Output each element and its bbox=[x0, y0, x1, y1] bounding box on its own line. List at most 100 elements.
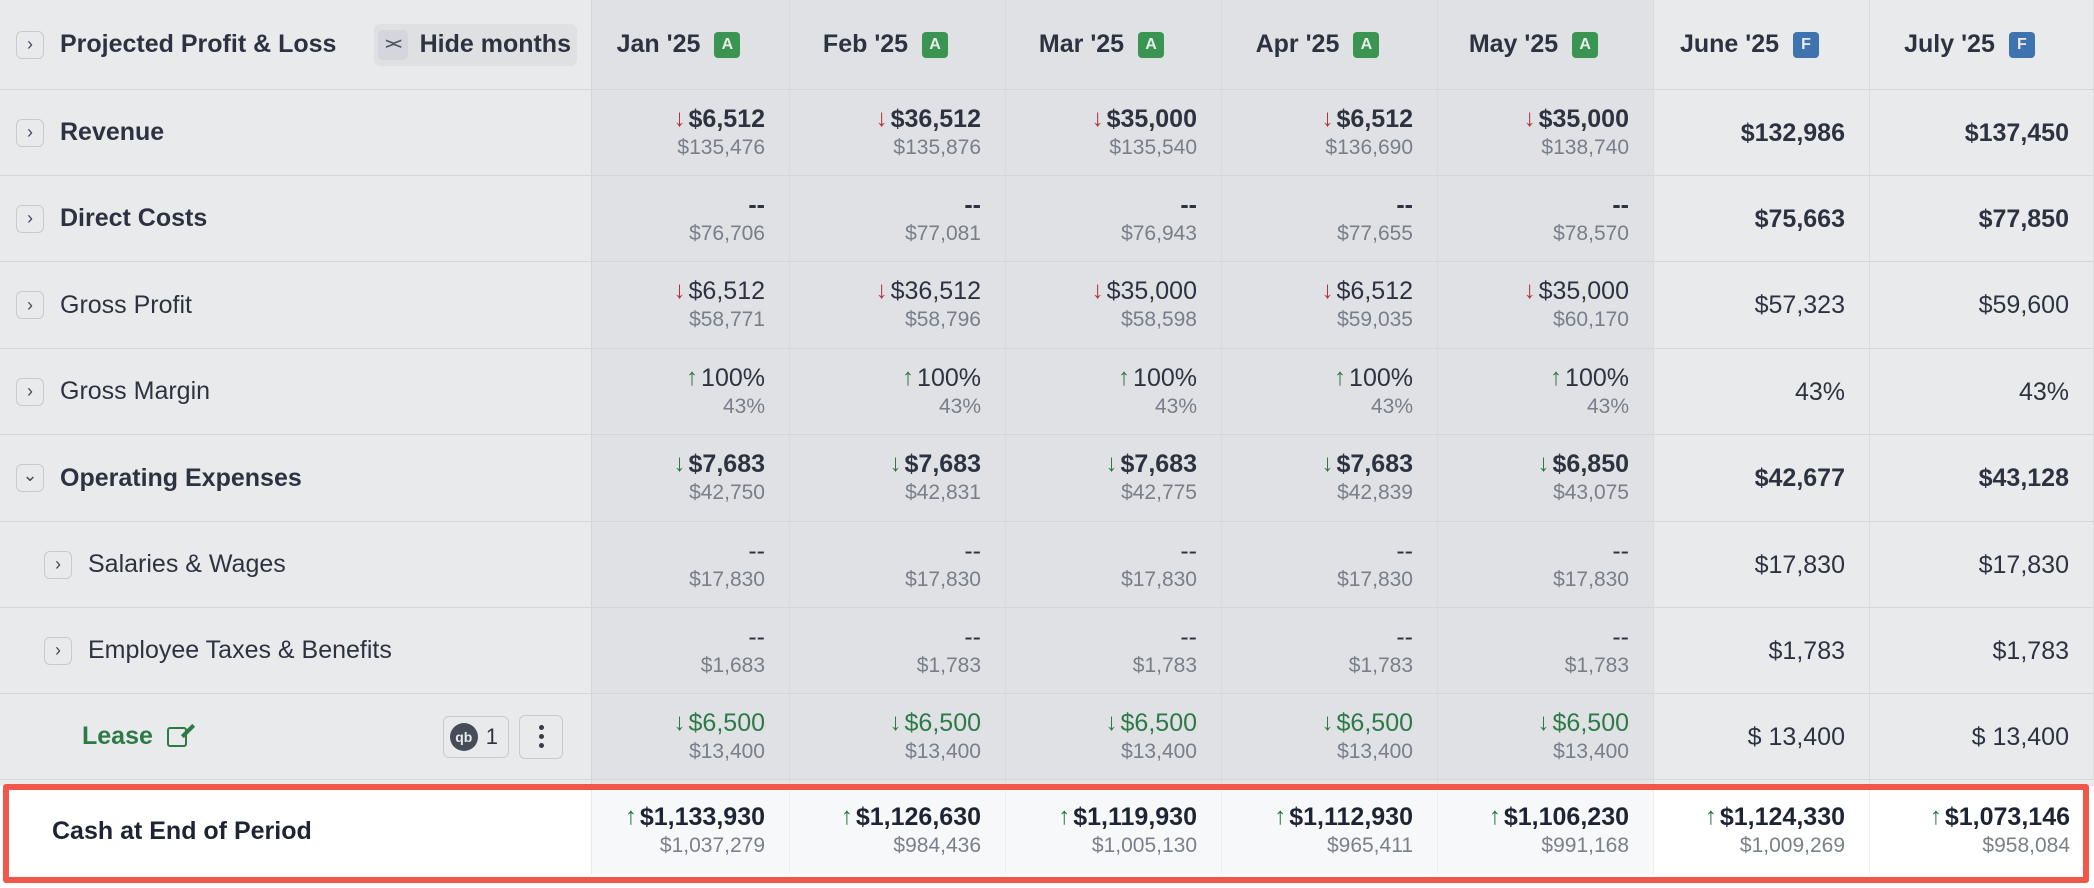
chevron-right-icon[interactable]: › bbox=[16, 377, 44, 406]
row-salaries-wages-label: Salaries & Wages bbox=[88, 550, 286, 578]
primary-value: ↓ $7,683 bbox=[1322, 449, 1413, 479]
secondary-value: $17,830 bbox=[1121, 567, 1197, 591]
row-gross-margin-cell: ↑ 100% 43% bbox=[1222, 349, 1438, 435]
primary-value-text: $137,450 bbox=[1964, 118, 2069, 147]
row-revenue-cell: ↓ $36,512 $135,876 bbox=[790, 90, 1006, 176]
primary-value-text: $ 13,400 bbox=[1747, 722, 1845, 751]
month-header-jan: Jan '25 A bbox=[592, 0, 790, 90]
arrow-down-icon: ↓ bbox=[1105, 450, 1118, 477]
primary-value-text: $6,512 bbox=[1336, 277, 1413, 305]
secondary-value: $58,796 bbox=[905, 308, 981, 331]
row-employee-taxes-benefits-cell: -- $1,783 bbox=[1438, 608, 1654, 694]
primary-value-text: $1,119,930 bbox=[1073, 803, 1197, 831]
row-employee-taxes-benefits-cell: -- $1,783 bbox=[1222, 608, 1438, 694]
primary-value-text: -- bbox=[1396, 190, 1413, 219]
hide-months-button[interactable]: >< Hide months bbox=[373, 23, 577, 66]
primary-value-text: $7,683 bbox=[904, 450, 981, 478]
row-lease-cell: ↓ $6,500 $13,400 bbox=[790, 694, 1006, 780]
chevron-right-icon[interactable]: › bbox=[44, 636, 72, 665]
actual-badge: A bbox=[922, 31, 949, 58]
primary-value: $17,830 bbox=[1755, 550, 1845, 580]
arrow-up-icon: ↑ bbox=[624, 803, 637, 830]
quickbooks-link-button[interactable]: qb 1 bbox=[442, 715, 509, 758]
row-gross-margin-cell: 43% bbox=[1654, 349, 1870, 435]
row-gross-profit-cell: ↓ $6,512 $59,035 bbox=[1222, 262, 1438, 349]
arrow-down-icon: ↓ bbox=[673, 450, 686, 477]
primary-value-text: $17,830 bbox=[1978, 550, 2069, 579]
secondary-value: $1,037,279 bbox=[659, 834, 765, 857]
primary-value: ↑ 100% bbox=[1550, 363, 1629, 393]
primary-value-text: $ 13,400 bbox=[1971, 722, 2069, 751]
chevron-right-icon[interactable]: › bbox=[44, 550, 72, 579]
chevron-right-icon[interactable]: › bbox=[16, 204, 44, 233]
secondary-value: 43% bbox=[938, 394, 981, 418]
primary-value: -- bbox=[1612, 622, 1629, 652]
secondary-value: $1,783 bbox=[1564, 653, 1629, 677]
row-salaries-wages-cell: $17,830 bbox=[1870, 522, 2094, 608]
row-cash-at-end-of-period-cell: ↑ $1,124,330 $1,009,269 bbox=[1654, 780, 1870, 874]
dot-icon bbox=[538, 734, 544, 739]
row-lease-label-cell: Lease qb 1 bbox=[0, 694, 592, 780]
primary-value-text: $7,683 bbox=[1336, 450, 1413, 478]
arrow-down-icon: ↓ bbox=[1321, 104, 1334, 132]
row-gross-profit-cell: ↓ $36,512 $58,796 bbox=[790, 262, 1006, 349]
row-gross-margin-label-cell: › Gross Margin bbox=[0, 349, 592, 435]
primary-value: ↓ $35,000 bbox=[1092, 276, 1197, 306]
more-options-button[interactable] bbox=[519, 714, 563, 759]
row-salaries-wages-cell: -- $17,830 bbox=[592, 522, 790, 608]
secondary-value: $991,168 bbox=[1541, 834, 1629, 857]
secondary-value: $1,683 bbox=[700, 653, 765, 677]
secondary-value: $1,783 bbox=[1348, 653, 1413, 677]
chevron-right-icon[interactable]: › bbox=[16, 30, 44, 59]
row-gross-profit-label: Gross Profit bbox=[60, 290, 192, 319]
secondary-value: $77,081 bbox=[905, 221, 981, 245]
forecast-badge: F bbox=[1793, 31, 1820, 58]
actual-badge: A bbox=[1572, 31, 1599, 58]
row-direct-costs-cell: $77,850 bbox=[1870, 176, 2094, 262]
row-revenue-cell: ↓ $35,000 $135,540 bbox=[1006, 90, 1222, 176]
primary-value: -- bbox=[1180, 190, 1197, 220]
lease-link[interactable]: Lease bbox=[82, 722, 153, 750]
primary-value: -- bbox=[1180, 536, 1197, 566]
row-revenue-cell: ↓ $6,512 $135,476 bbox=[592, 90, 790, 176]
arrow-up-icon: ↑ bbox=[1334, 363, 1347, 391]
chevron-right-icon[interactable]: › bbox=[16, 291, 44, 319]
secondary-value: $958,084 bbox=[1982, 834, 2070, 857]
secondary-value: 43% bbox=[1154, 394, 1197, 418]
row-gross-margin-cell: ↑ 100% 43% bbox=[592, 349, 790, 435]
secondary-value: $1,005,130 bbox=[1091, 834, 1197, 857]
arrow-down-icon: ↓ bbox=[1321, 708, 1334, 736]
primary-value-text: 43% bbox=[2018, 377, 2069, 406]
primary-value-text: $6,500 bbox=[1336, 708, 1413, 737]
edit-icon[interactable] bbox=[166, 726, 187, 747]
primary-value: $1,783 bbox=[1769, 636, 1845, 666]
secondary-value: 43% bbox=[1370, 394, 1413, 418]
primary-value: $43,128 bbox=[1979, 463, 2069, 493]
secondary-value: $984,436 bbox=[893, 834, 981, 857]
primary-value-text: $35,000 bbox=[1538, 104, 1629, 133]
arrow-down-icon: ↓ bbox=[1321, 450, 1334, 477]
primary-value-text: $43,128 bbox=[1978, 464, 2069, 492]
primary-value: ↓ $6,500 bbox=[1538, 708, 1629, 738]
primary-value: ↓ $7,683 bbox=[890, 449, 981, 479]
primary-value: -- bbox=[1180, 622, 1197, 652]
primary-value-text: $1,073,146 bbox=[1944, 803, 2070, 831]
secondary-value: $17,830 bbox=[905, 567, 981, 591]
arrow-down-icon: ↓ bbox=[1523, 104, 1536, 132]
arrow-down-icon: ↓ bbox=[1105, 708, 1118, 736]
chevron-right-icon[interactable]: › bbox=[16, 118, 44, 147]
primary-value-text: 43% bbox=[1794, 377, 1845, 406]
primary-value-text: 100% bbox=[1349, 363, 1413, 392]
primary-value-text: $36,512 bbox=[890, 104, 981, 133]
row-gross-margin-cell: ↑ 100% 43% bbox=[790, 349, 1006, 435]
primary-value: ↑ $1,133,930 bbox=[625, 802, 765, 832]
primary-value: -- bbox=[964, 190, 981, 220]
primary-value: ↑ $1,126,630 bbox=[841, 802, 981, 832]
chevron-down-icon[interactable]: ⌄ bbox=[16, 464, 44, 492]
secondary-value: $59,035 bbox=[1337, 308, 1413, 331]
primary-value-text: $75,663 bbox=[1754, 204, 1845, 233]
primary-value: ↓ $6,500 bbox=[890, 708, 981, 738]
month-header-apr: Apr '25 A bbox=[1222, 0, 1438, 90]
primary-value: -- bbox=[1612, 190, 1629, 220]
secondary-value: $13,400 bbox=[689, 739, 765, 763]
